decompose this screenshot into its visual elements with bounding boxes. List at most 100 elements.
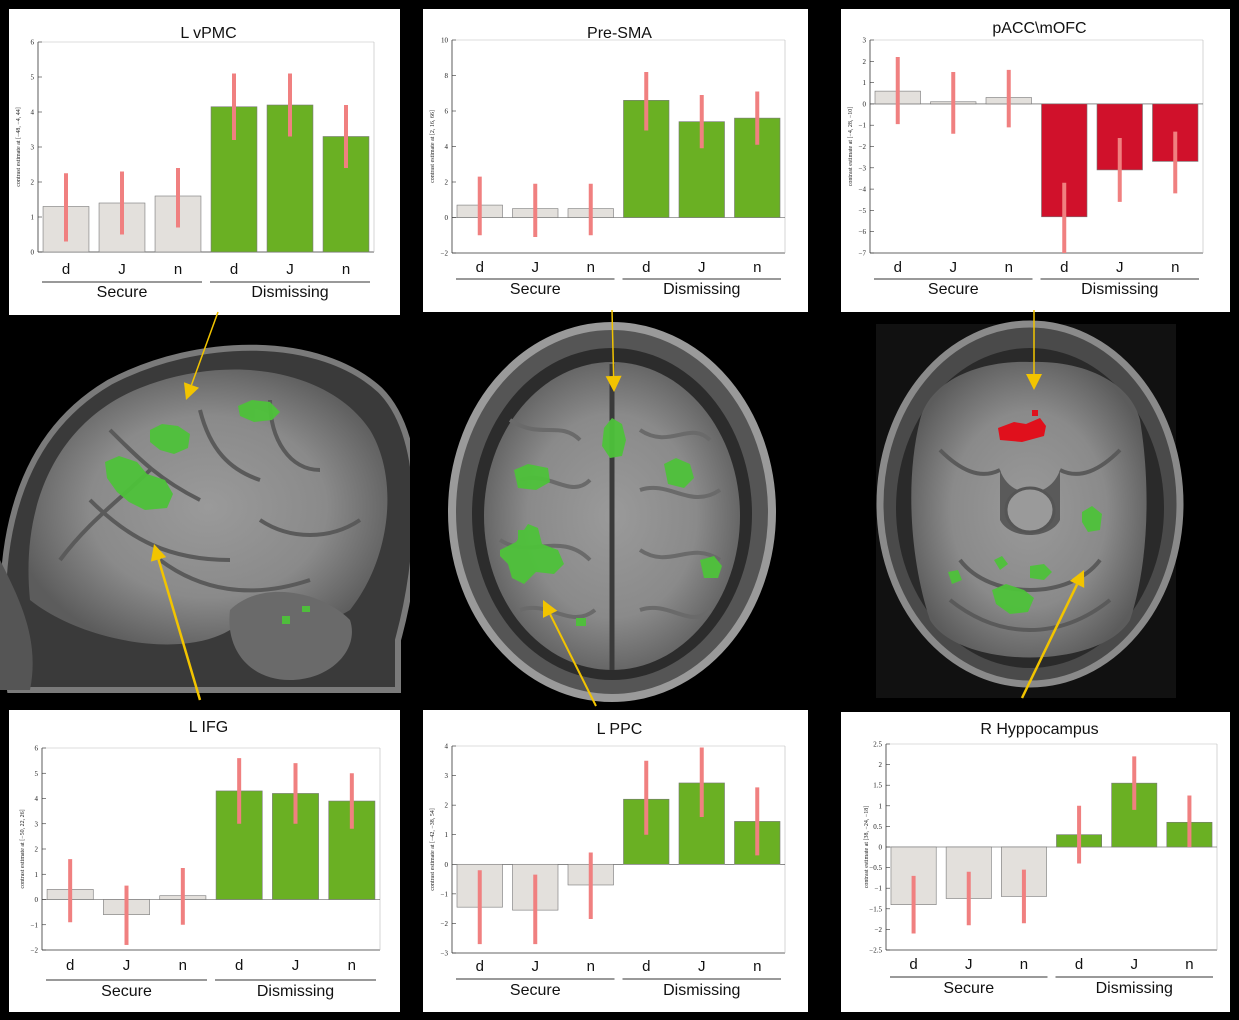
y-tick-label: 4 (445, 143, 449, 151)
x-tick-label: d (909, 956, 917, 973)
x-tick-label: J (1131, 956, 1139, 973)
arrow-line-2 (611, 309, 615, 377)
y-tick-label: 1 (31, 214, 35, 222)
arrow-head-4 (150, 544, 167, 562)
y-tick-label: 3 (31, 144, 35, 152)
y-tick-label: 2 (35, 846, 39, 854)
y-tick-label: 2 (879, 761, 883, 769)
y-tick-label: 0 (35, 896, 39, 904)
y-tick-label: 0 (445, 214, 449, 222)
y-tick-label: −4 (859, 186, 867, 194)
x-tick-label: n (753, 259, 761, 276)
sagittal-brain-image (0, 316, 420, 693)
x-tick-label: d (1060, 259, 1068, 276)
chart-title: L PPC (597, 721, 643, 738)
x-tick-label: n (1005, 259, 1013, 276)
y-tick-label: 2 (31, 179, 35, 187)
group-label-secure: Secure (943, 980, 994, 997)
arrow-head-6 (1069, 570, 1085, 588)
chart-title: L IFG (189, 719, 228, 736)
y-axis-label: contrast estimate at [−42, −38, 54] (430, 808, 436, 891)
x-tick-label: d (476, 259, 484, 276)
x-tick-label: d (230, 261, 238, 278)
y-tick-label: −2 (441, 920, 449, 928)
y-tick-label: −7 (859, 250, 867, 258)
x-tick-label: d (642, 958, 650, 975)
arrow-head-3 (1026, 374, 1042, 390)
arrow-head-5 (543, 600, 558, 618)
x-tick-label: J (118, 261, 126, 278)
arrow-line-5 (549, 613, 597, 707)
connector-arrows (150, 309, 1085, 707)
y-tick-label: −1 (859, 122, 867, 130)
x-tick-label: J (286, 261, 294, 278)
x-tick-label: n (1185, 956, 1193, 973)
y-tick-label: 2.5 (873, 741, 882, 749)
group-label-secure: Secure (510, 982, 561, 999)
x-tick-label: d (642, 259, 650, 276)
group-label-dismissing: Dismissing (663, 281, 740, 298)
y-tick-label: 5 (35, 770, 39, 778)
y-tick-label: −2 (859, 143, 867, 151)
chart-panel-3: pACC\mOFC −7 −6 −5 −4 −3 −2 −1 0 1 2 3 contrast esti… (841, 9, 1230, 312)
x-tick-label: d (66, 957, 74, 974)
y-tick-label: 8 (445, 72, 449, 80)
y-tick-label: 6 (35, 745, 39, 753)
y-tick-label: −3 (441, 950, 449, 958)
y-tick-label: 1 (879, 802, 883, 810)
chart-panel-4: L IFG −2 −1 0 1 2 3 4 5 6 contrast estimate at [−5… (9, 710, 400, 1012)
brain-images (0, 316, 1184, 704)
axial-inferior-activation-green (948, 506, 1102, 614)
y-tick-label: 0 (31, 249, 35, 257)
chart-panel-6: R Hyppocampus −2.5 −2 −1.5 −1 −0.5 0 0.5 1 1.5 2 2.… (841, 712, 1230, 1012)
y-tick-label: 0.5 (873, 823, 882, 831)
group-label-dismissing: Dismissing (257, 983, 334, 1000)
x-tick-label: n (587, 958, 595, 975)
y-tick-label: 4 (31, 109, 35, 117)
y-tick-label: 0 (879, 844, 883, 852)
axial-activation-green (500, 418, 722, 626)
y-tick-label: 1 (35, 871, 39, 879)
y-tick-label: 4 (445, 743, 449, 751)
x-tick-label: n (753, 958, 761, 975)
x-tick-label: d (894, 259, 902, 276)
group-label-secure: Secure (928, 281, 979, 298)
x-tick-label: n (342, 261, 350, 278)
chart-panel-5: L PPC −3 −2 −1 0 1 2 3 4 contrast estimate at [−4… (423, 710, 808, 1012)
chart-title: L vPMC (180, 25, 236, 42)
y-tick-label: 6 (445, 108, 449, 116)
x-tick-label: n (1020, 956, 1028, 973)
x-tick-label: n (587, 259, 595, 276)
y-tick-label: −6 (859, 228, 867, 236)
arrow-line-1 (190, 311, 219, 386)
group-label-dismissing: Dismissing (1096, 980, 1173, 997)
x-tick-label: d (235, 957, 243, 974)
y-axis-label: contrast estimate at [−50, 22, 26] (20, 809, 26, 888)
y-tick-label: 3 (35, 820, 39, 828)
chart-title: R Hyppocampus (980, 721, 1098, 738)
axial-brain-image (410, 316, 800, 704)
group-label-dismissing: Dismissing (251, 284, 328, 301)
y-axis-label: contrast estimate at [38, −24, −18] (864, 806, 870, 889)
group-label-dismissing: Dismissing (1081, 281, 1158, 298)
y-axis-label: contrast estimate at [−48, −4, 44] (16, 107, 22, 187)
x-tick-label: J (965, 956, 973, 973)
group-label-secure: Secure (97, 284, 148, 301)
y-tick-label: 10 (441, 37, 449, 45)
group-label-secure: Secure (510, 281, 561, 298)
y-tick-label: −2.5 (869, 947, 882, 955)
x-tick-label: d (1075, 956, 1083, 973)
y-tick-label: −1 (875, 885, 883, 893)
y-tick-label: 1 (863, 79, 867, 87)
chart-title: pACC\mOFC (992, 20, 1086, 37)
x-tick-label: J (698, 259, 706, 276)
y-tick-label: −0.5 (869, 864, 882, 872)
y-tick-label: 2 (863, 58, 867, 66)
y-tick-label: −2 (31, 947, 39, 955)
y-tick-label: 5 (31, 74, 35, 82)
arrow-line-6 (1020, 583, 1079, 699)
axial-inferior-activation-red (998, 410, 1046, 442)
y-tick-label: −2 (441, 250, 449, 258)
y-tick-label: 2 (445, 179, 449, 187)
